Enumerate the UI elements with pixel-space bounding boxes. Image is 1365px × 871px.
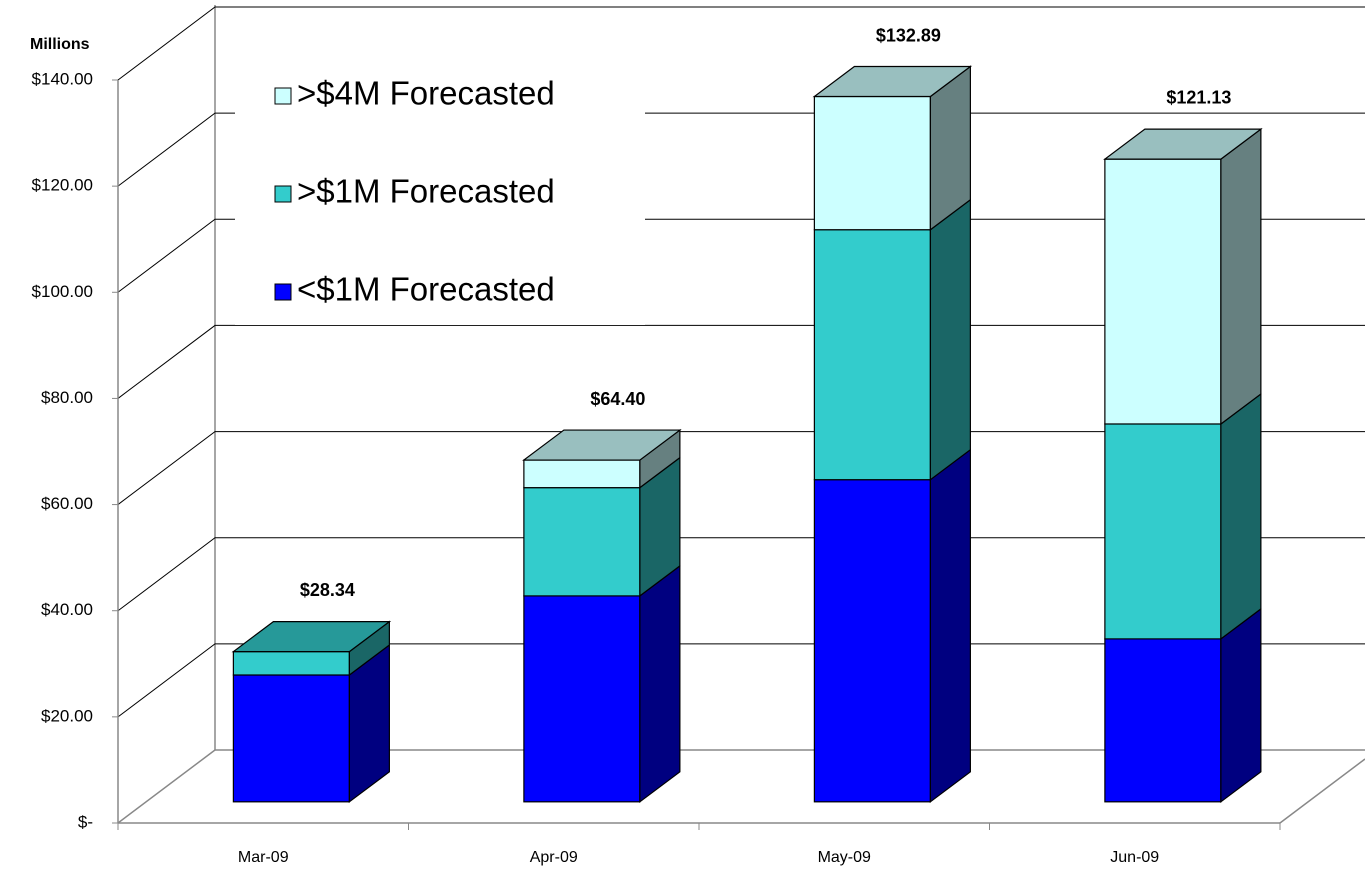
legend-swatch [274,185,292,203]
y-tick-label: $80.00 [41,388,93,407]
legend-label: >$4M Forecasted [297,75,555,112]
grid-line [117,431,1365,505]
grid-line [117,643,1365,718]
bar-side [929,448,971,804]
y-tick-label: $40.00 [41,600,93,619]
bar-front [813,95,931,231]
bar-segment [813,448,971,804]
y-tick-label: $20.00 [41,706,93,725]
bar-segment [523,564,681,804]
grid-line [117,6,1365,81]
bar-front [523,459,641,489]
bar-top [231,621,392,653]
bar-segment [523,456,681,598]
x-tick-label: Apr-09 [530,849,578,866]
bar-top [1103,128,1263,160]
bar-segment [1104,607,1262,804]
bar-segment [813,198,971,481]
bar-front [1104,423,1222,640]
bar-front [813,229,931,481]
bar-side [1220,127,1262,426]
legend-swatch [274,283,292,301]
bar-segment [232,643,390,804]
grid-line [117,324,1365,399]
bar-side [1220,392,1262,641]
bar-segment [813,65,971,231]
bar-segment [1104,127,1262,426]
y-tick-label: $- [78,812,93,831]
total-label: $121.13 [1166,88,1231,108]
grid-line [117,112,1365,187]
bar-front [523,595,641,803]
bar-front [1104,638,1222,803]
bar-segment [1104,392,1262,641]
bar-front [813,479,931,803]
bar-front [232,674,350,803]
bar-front [232,651,350,676]
bar-segment [523,428,681,489]
bar-top [522,429,682,461]
y-axis-title: Millions [30,36,90,53]
total-label: $132.89 [876,25,941,45]
x-tick-label: Jun-09 [1110,849,1159,866]
y-tick-label: $100.00 [32,282,93,301]
legend-box [235,55,645,325]
x-tick-label: Mar-09 [238,849,289,866]
bar-front [1104,158,1222,425]
legend-label: >$1M Forecasted [297,173,555,210]
y-tick-label: $60.00 [41,494,93,513]
total-label: $28.34 [300,580,355,600]
grid-line [117,218,1365,293]
legend-swatch [274,87,292,105]
grid-line [117,537,1365,612]
x-tick-label: May-09 [818,849,871,866]
legend: >$4M Forecasted >$1M Forecasted <$1M Forec… [235,55,645,325]
total-label: $64.40 [590,389,645,409]
bar-segment [232,620,390,677]
bar-top [812,65,973,98]
bar-side [929,198,971,481]
bar-side [639,564,681,804]
legend-label: <$1M Forecasted [297,271,555,308]
y-tick-label: $140.00 [32,69,93,88]
bar-side [1220,607,1262,804]
bar-front [523,487,641,597]
y-tick-label: $120.00 [32,176,93,195]
